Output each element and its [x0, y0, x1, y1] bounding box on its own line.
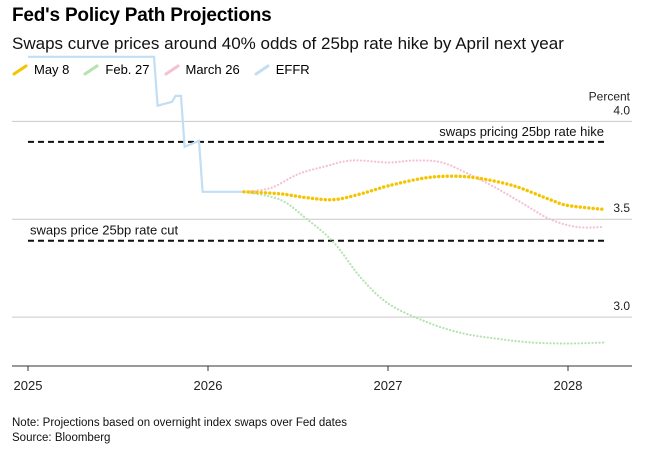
series-line-feb-27: [242, 190, 606, 345]
y-tick-label: 3.5: [613, 201, 630, 215]
legend-label: May 8: [34, 62, 70, 77]
legend-item: March 26: [164, 62, 240, 77]
y-tick-label: 4.0: [613, 103, 630, 117]
legend-item: EFFR: [254, 62, 310, 77]
series-line-march-26: [242, 159, 606, 229]
reference-line-label: swaps pricing 25bp rate hike: [439, 124, 604, 139]
chart-subtitle: Swaps curve prices around 40% odds of 25…: [12, 34, 564, 53]
reference-line-label: swaps price 25bp rate cut: [30, 223, 179, 238]
legend-swatch-mark: [83, 64, 99, 75]
x-tick-label: 2026: [194, 378, 223, 393]
legend-label: EFFR: [275, 62, 310, 77]
legend-swatch-mark: [254, 64, 270, 75]
x-tick-label: 2028: [554, 378, 583, 393]
chart-title: Fed's Policy Path Projections: [12, 5, 272, 26]
legend: May 8 Feb. 27 March 26 EFFR: [12, 62, 310, 77]
legend-swatch: [164, 64, 179, 75]
x-tick-label: 2027: [374, 378, 403, 393]
source-note: Source: Bloomberg: [12, 432, 111, 444]
series-line-may-8: [242, 174, 606, 212]
legend-item: Feb. 27: [83, 62, 150, 77]
legend-label: Feb. 27: [105, 62, 150, 77]
series-line-effr: [28, 55, 244, 193]
y-tick-label: 3.0: [613, 299, 630, 313]
legend-swatch: [83, 64, 99, 75]
legend-swatch: [254, 64, 270, 75]
legend-label: March 26: [185, 62, 240, 77]
y-axis-label: Percent: [589, 89, 631, 103]
legend-swatch-mark: [164, 64, 179, 75]
footnote: Note: Projections based on overnight ind…: [12, 417, 347, 429]
legend-item: May 8: [12, 62, 69, 77]
chart-footer: Note: Projections based on overnight ind…: [12, 416, 347, 446]
x-tick-label: 2025: [14, 378, 43, 393]
legend-swatch: [12, 64, 28, 75]
legend-swatch-mark: [12, 64, 28, 75]
